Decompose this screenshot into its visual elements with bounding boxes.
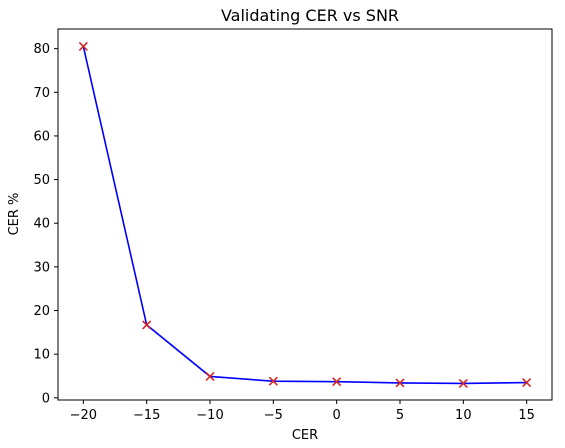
data-point-marker [522,377,532,388]
y-tick-label: 10 [33,348,50,363]
data-point-marker [395,378,405,388]
y-axis: 0 10 20 30 40 50 60 70 80 [33,42,58,406]
series-line [82,46,527,385]
y-tick-label: 40 [33,217,50,232]
data-point-marker [142,320,152,330]
y-tick-label: 50 [33,173,50,188]
plot-frame [57,28,553,401]
data-point-marker [78,41,88,52]
x-axis: −20 −15 −10 −5 0 5 10 15 [70,400,535,423]
data-point-marker [268,376,278,386]
y-axis-label: CER % [7,193,22,236]
x-tick-label: −20 [70,408,97,423]
data-point-marker [458,378,468,388]
x-axis-label: CER [292,428,318,443]
x-tick-label: 5 [396,408,404,423]
x-tick-label: 15 [518,408,535,423]
series-layer [78,41,532,388]
x-tick-label: −15 [133,408,160,423]
data-point-marker [205,371,215,381]
y-tick-label: 60 [33,129,50,144]
chart-title: Validating CER vs SNR [221,6,399,25]
y-tick-label: 20 [33,304,50,319]
data-point-marker [332,377,342,387]
x-tick-label: −10 [196,408,223,423]
x-tick-label: 10 [455,408,472,423]
y-tick-label: 70 [33,86,50,101]
y-tick-label: 80 [33,42,50,57]
y-tick-label: 0 [42,391,50,406]
x-tick-label: 0 [333,408,341,423]
x-tick-label: −5 [264,408,283,423]
y-tick-label: 30 [33,260,50,275]
